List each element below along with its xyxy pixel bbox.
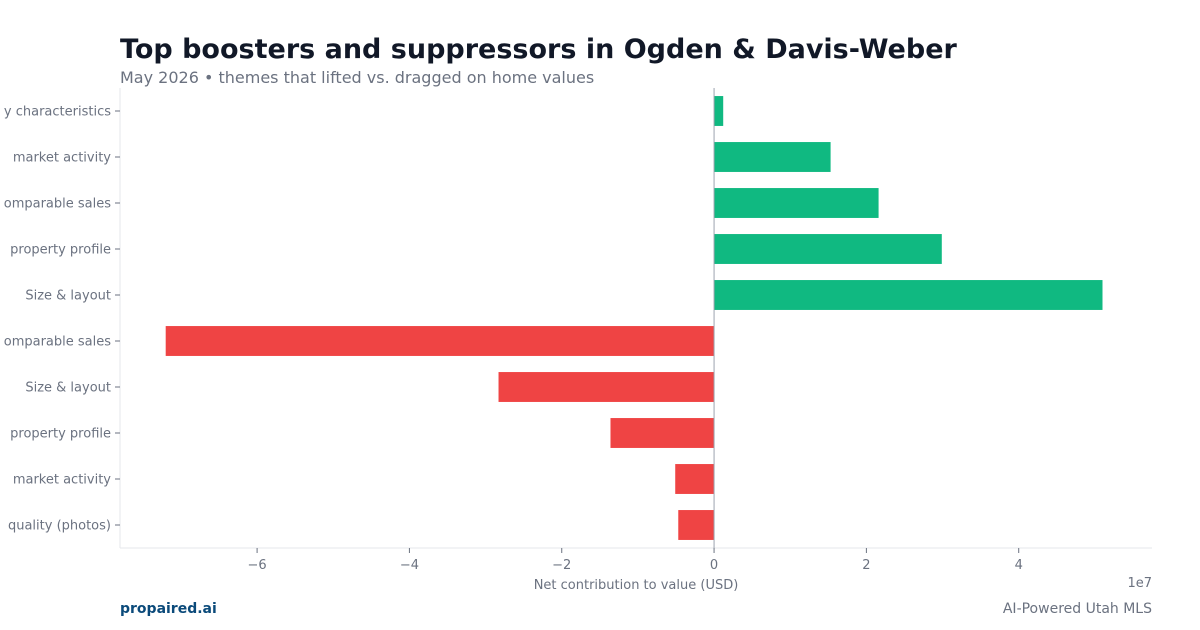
x-tick-label: −4	[400, 558, 419, 573]
x-tick-label: 2	[862, 558, 870, 573]
y-tick-label: property profile	[10, 427, 111, 442]
bar	[678, 510, 715, 540]
x-axis-label: Net contribution to value (USD)	[534, 578, 739, 593]
bar	[675, 464, 715, 494]
bar	[165, 326, 715, 356]
y-tick-label: Size & layout	[25, 381, 111, 396]
bar	[714, 142, 831, 172]
y-tick-label: omparable sales	[4, 197, 111, 212]
bar	[714, 234, 942, 264]
chart-title: Top boosters and suppressors in Ogden & …	[120, 34, 957, 65]
y-tick-label: Size & layout	[25, 289, 111, 304]
x-tick-label: 0	[710, 558, 718, 573]
brand-logo-text[interactable]: propaired.ai	[120, 601, 217, 617]
y-tick-label: market activity	[13, 151, 111, 166]
bar	[714, 96, 724, 126]
y-tick-label: omparable sales	[4, 335, 111, 350]
axes-group: y characteristics market activity omparabl…	[4, 88, 1152, 593]
y-tick-label: market activity	[13, 473, 111, 488]
x-tick-label: −6	[248, 558, 267, 573]
y-tick-label: quality (photos)	[8, 519, 111, 534]
y-tick-label: property profile	[10, 243, 111, 258]
x-axis-offset-label: 1e7	[1127, 576, 1152, 591]
footer-tagline: AI-Powered Utah MLS	[1002, 601, 1152, 617]
y-tick-label: y characteristics	[4, 105, 111, 120]
bar	[714, 280, 1103, 310]
bar	[610, 418, 715, 448]
bar	[714, 188, 879, 218]
x-tick-label: −2	[552, 558, 571, 573]
chart-subtitle: May 2026 • themes that lifted vs. dragge…	[120, 68, 595, 87]
bars-group	[165, 96, 1103, 540]
bar	[498, 372, 715, 402]
x-tick-label: 4	[1015, 558, 1023, 573]
